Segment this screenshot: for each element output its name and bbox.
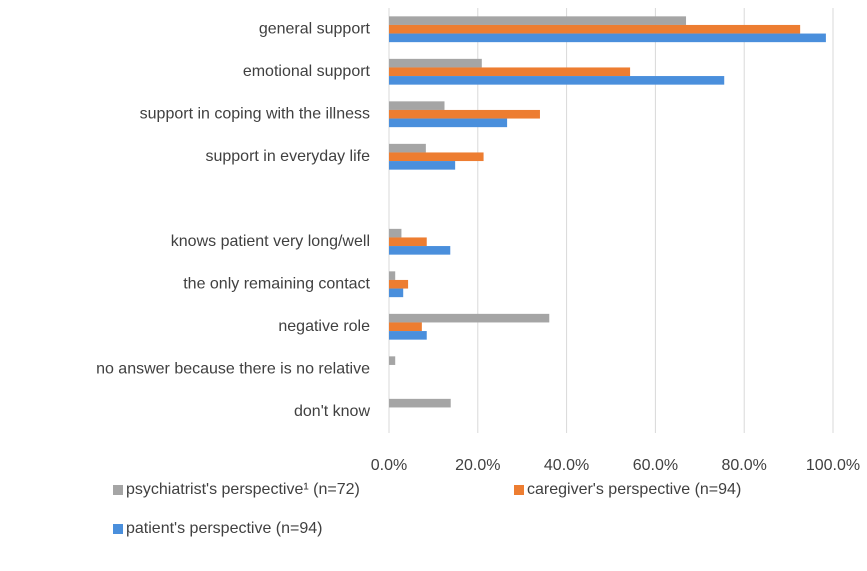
x-tick-label: 80.0% — [722, 457, 767, 474]
bar — [389, 143, 426, 153]
y-tick-label: support in coping with the illness — [140, 105, 370, 122]
x-tick-label: 100.0% — [806, 457, 860, 474]
bar — [389, 67, 631, 77]
bar — [389, 33, 826, 43]
x-tick-label: 20.0% — [455, 457, 500, 474]
y-tick-label: the only remaining contact — [183, 275, 370, 292]
bar — [389, 271, 396, 280]
legend-label: patient's perspective (n=94) — [126, 520, 323, 537]
bar — [389, 279, 409, 289]
bar — [389, 228, 402, 238]
bar — [389, 398, 451, 408]
legend-swatch — [514, 485, 524, 495]
bar — [389, 152, 484, 162]
legend-label: psychiatrist's perspective¹ (n=72) — [126, 481, 360, 498]
bar — [389, 237, 427, 247]
x-tick-label: 60.0% — [633, 457, 678, 474]
bar — [389, 118, 508, 128]
bar — [389, 16, 687, 25]
y-tick-label: support in everyday life — [205, 148, 370, 165]
y-tick-label: emotional support — [243, 63, 371, 80]
y-tick-label: no answer because there is no relative — [96, 360, 370, 377]
y-tick-label: don't know — [294, 403, 370, 420]
bar — [389, 58, 482, 68]
bar — [389, 76, 725, 85]
y-tick-label: knows patient very long/well — [171, 233, 370, 250]
bar — [389, 109, 540, 119]
x-tick-label: 0.0% — [371, 457, 407, 474]
bar — [389, 288, 404, 298]
bar — [389, 313, 550, 323]
bar — [389, 331, 427, 340]
y-tick-label: negative role — [278, 318, 370, 335]
legend-label: caregiver's perspective (n=94) — [527, 481, 741, 498]
y-tick-label: general support — [259, 20, 371, 37]
bar — [389, 101, 445, 110]
legend-swatch — [113, 524, 123, 534]
bar — [389, 322, 422, 332]
bar — [389, 161, 456, 170]
legend-swatch — [113, 485, 123, 495]
bar — [389, 24, 801, 34]
x-tick-label: 40.0% — [544, 457, 589, 474]
bar — [389, 356, 396, 365]
bar — [389, 246, 451, 255]
